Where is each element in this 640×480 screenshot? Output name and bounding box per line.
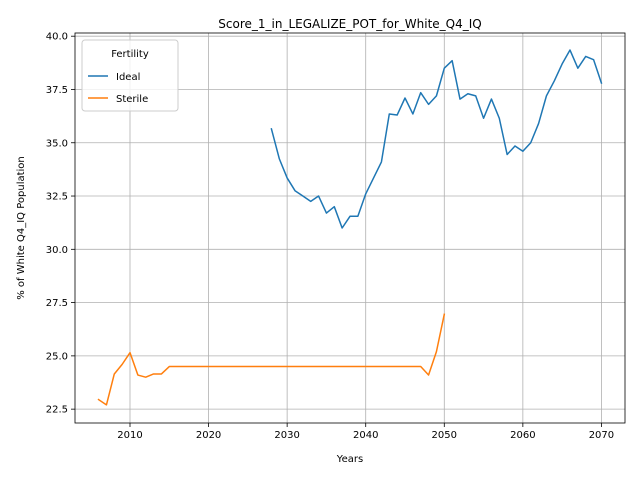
x-tick-label: 2040: [353, 430, 378, 441]
legend-label-ideal: Ideal: [116, 72, 140, 83]
plot-frame: [74, 32, 626, 424]
y-axis-label: % of White Q4_IQ Population: [16, 156, 27, 300]
y-tick-label: 32.5: [46, 192, 68, 203]
y-tick-label: 30.0: [46, 245, 68, 256]
legend-title: Fertility: [111, 49, 149, 60]
legend-label-sterile: Sterile: [116, 94, 148, 105]
y-tick-label: 35.0: [46, 138, 68, 149]
legend: Fertility Ideal Sterile: [81, 39, 179, 112]
y-tick-label: 37.5: [46, 85, 68, 96]
axis-ticks: 2010 2020 2030 2040 2050 2060 2070 22.5 25.0 27.5…: [46, 32, 614, 441]
series-line-sterile: [97, 313, 446, 406]
y-tick-label: 22.5: [46, 405, 68, 416]
x-tick-label: 2070: [589, 430, 614, 441]
grid-lines: [75, 33, 625, 423]
x-axis-label: Years: [336, 454, 363, 465]
y-tick-label: 25.0: [46, 351, 68, 362]
x-tick-label: 2010: [117, 430, 142, 441]
x-tick-label: 2050: [432, 430, 457, 441]
series-layer: [97, 49, 603, 406]
x-tick-label: 2030: [274, 430, 299, 441]
legend-box: [81, 39, 179, 112]
x-tick-label: 2060: [510, 430, 535, 441]
y-tick-label: 27.5: [46, 298, 68, 309]
y-tick-label: 40.0: [46, 32, 68, 43]
chart-title: Score_1_in_LEGALIZE_POT_for_White_Q4_IQ: [218, 17, 481, 31]
series-line-ideal: [270, 49, 603, 229]
x-tick-label: 2020: [196, 430, 221, 441]
